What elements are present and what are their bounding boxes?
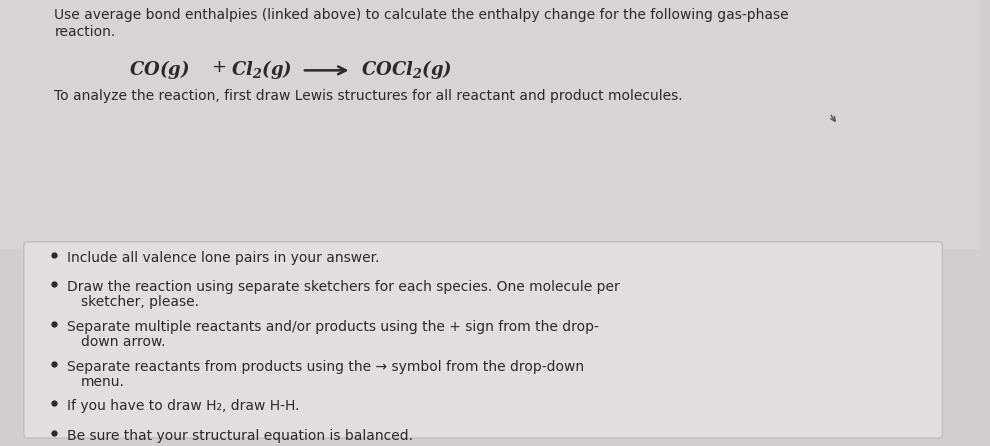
- Text: $\mathregular{Cl_2(g)}$: $\mathregular{Cl_2(g)}$: [231, 58, 292, 82]
- Text: Be sure that your structural equation is balanced.: Be sure that your structural equation is…: [67, 429, 413, 443]
- Text: $\mathregular{CO(g)}$: $\mathregular{CO(g)}$: [129, 58, 189, 82]
- Text: $\mathregular{COCl_2(g)}$: $\mathregular{COCl_2(g)}$: [361, 58, 452, 82]
- Text: Include all valence lone pairs in your answer.: Include all valence lone pairs in your a…: [67, 251, 380, 265]
- Text: reaction.: reaction.: [54, 25, 116, 39]
- Text: Draw the reaction using separate sketchers for each species. One molecule per: Draw the reaction using separate sketche…: [67, 281, 620, 294]
- Text: To analyze the reaction, first draw Lewis structures for all reactant and produc: To analyze the reaction, first draw Lewi…: [54, 89, 683, 103]
- Text: Separate multiple reactants and/or products using the + sign from the drop-: Separate multiple reactants and/or produ…: [67, 320, 599, 334]
- Text: Separate reactants from products using the → symbol from the drop-down: Separate reactants from products using t…: [67, 360, 584, 374]
- Text: down arrow.: down arrow.: [81, 335, 165, 349]
- FancyBboxPatch shape: [24, 242, 942, 438]
- Text: If you have to draw H₂, draw H-H.: If you have to draw H₂, draw H-H.: [67, 400, 300, 413]
- Text: Use average bond enthalpies (linked above) to calculate the enthalpy change for : Use average bond enthalpies (linked abov…: [54, 8, 789, 22]
- Text: $+$: $+$: [211, 58, 226, 76]
- FancyBboxPatch shape: [0, 0, 980, 249]
- Text: sketcher, please.: sketcher, please.: [81, 295, 199, 310]
- Text: menu.: menu.: [81, 375, 125, 388]
